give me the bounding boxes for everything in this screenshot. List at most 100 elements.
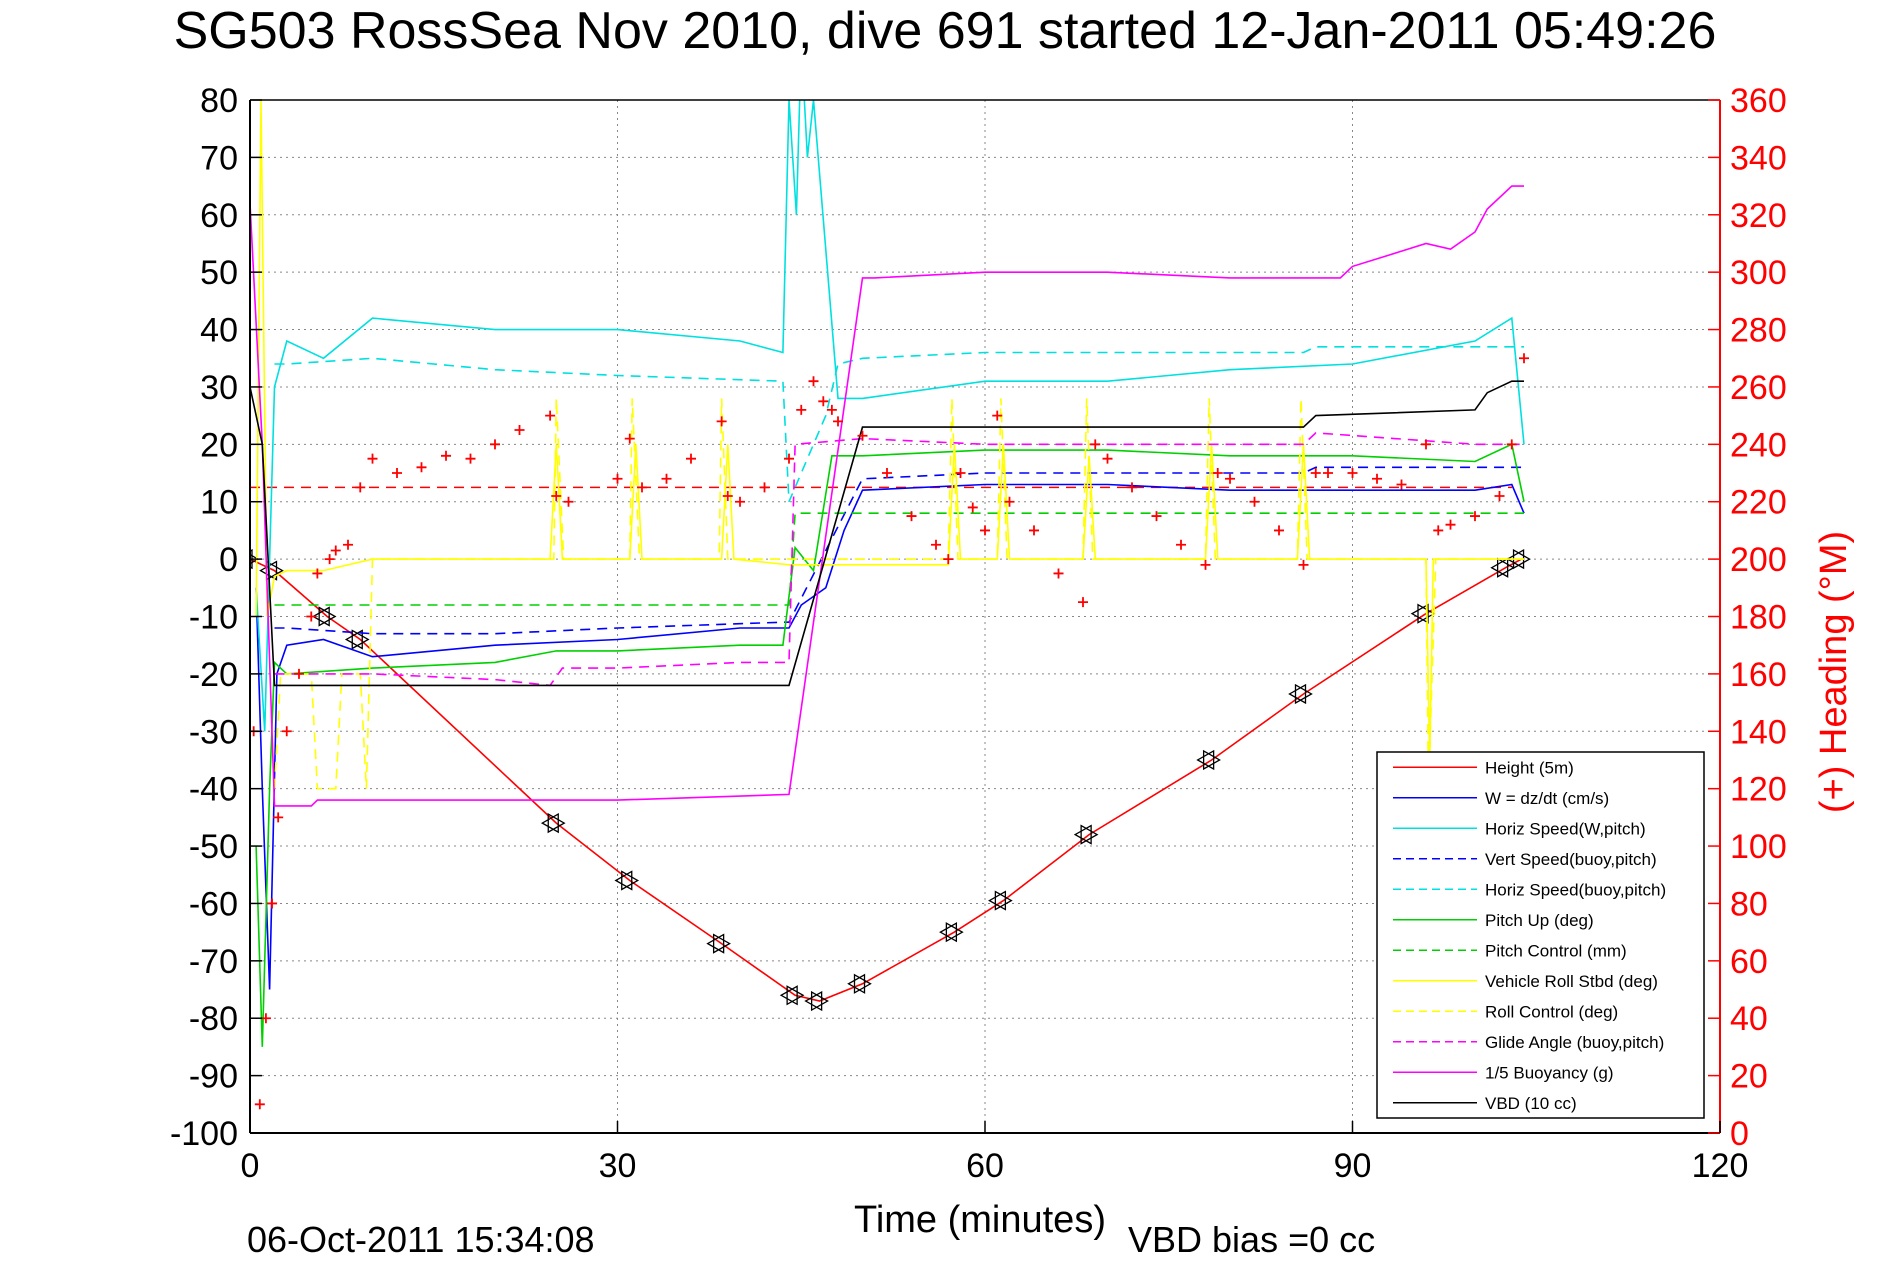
- y-right-tick-label: 160: [1730, 656, 1787, 694]
- height-marker: [614, 870, 633, 891]
- heading-marker: [906, 511, 917, 522]
- heading-marker: [416, 462, 427, 473]
- heading-marker: [784, 453, 794, 464]
- heading-marker: [1004, 496, 1015, 507]
- heading-marker: [980, 525, 990, 536]
- heading-marker: [1298, 559, 1309, 570]
- height-marker: [540, 812, 559, 834]
- height-marker: [779, 985, 798, 1006]
- y-right-tick-label: 340: [1730, 139, 1787, 177]
- y-tick-label: -100: [170, 1115, 238, 1153]
- height-marker: [1080, 824, 1099, 845]
- heading-marker: [1506, 439, 1517, 450]
- heading-marker: [1494, 490, 1505, 501]
- height-marker: [351, 629, 370, 650]
- heading-marker: [1519, 353, 1529, 364]
- height-marker: [988, 890, 1007, 911]
- y-tick-label: 60: [200, 197, 238, 235]
- y-tick-label: 0: [219, 541, 238, 579]
- heading-marker: [1372, 473, 1382, 484]
- height-marker: [621, 870, 640, 891]
- series-layer: [250, 100, 1531, 1110]
- y-tick-label: -10: [189, 599, 238, 637]
- y-tick-label: 80: [200, 82, 238, 120]
- heading-marker: [686, 453, 696, 464]
- y-right-tick-label: 300: [1730, 254, 1787, 292]
- height-marker: [547, 812, 566, 834]
- heading-marker: [1323, 468, 1333, 479]
- y-right-tick-label: 40: [1730, 1000, 1768, 1038]
- heading-marker: [273, 812, 284, 823]
- y-axis-right-ticks: 3603403203002802602402202001801601401201…: [1708, 82, 1787, 1153]
- legend-entry: Horiz Speed(buoy,pitch): [1485, 880, 1666, 899]
- legend-entry: Height (5m): [1485, 758, 1574, 777]
- y-right-tick-label: 140: [1730, 713, 1787, 751]
- y-tick-label: -30: [189, 713, 238, 751]
- legend: Height (5m) W = dz/dt (cm/s) Horiz Speed(W…: [1376, 751, 1705, 1119]
- heading-marker: [818, 396, 829, 407]
- heading-marker: [392, 468, 402, 479]
- x-tick-label: 60: [966, 1147, 1004, 1185]
- y-tick-label: -40: [189, 771, 238, 809]
- heading-marker: [1249, 496, 1260, 507]
- heading-marker: [1053, 568, 1064, 579]
- series-line-0: [250, 558, 1522, 1002]
- heading-marker: [1421, 439, 1431, 450]
- heading-marker: [1347, 468, 1358, 479]
- x-axis-label: Time (minutes): [854, 1199, 1106, 1241]
- height-marker: [1073, 824, 1092, 845]
- heading-marker: [294, 668, 304, 679]
- series-line-9: [274, 432, 1524, 687]
- footer-timestamp: 06-Oct-2011 15:34:08: [247, 1219, 595, 1260]
- heading-marker: [563, 496, 574, 507]
- series-line-4: [274, 345, 1524, 503]
- heading-marker: [514, 424, 525, 435]
- heading-marker: [281, 726, 292, 737]
- y-right-tick-label: 180: [1730, 599, 1787, 637]
- heading-marker: [808, 376, 819, 387]
- heading-marker: [716, 416, 727, 427]
- height-marker: [1196, 749, 1215, 771]
- heading-marker: [324, 554, 335, 565]
- heading-marker: [330, 545, 341, 556]
- y-tick-label: -70: [189, 943, 238, 981]
- x-tick-label: 120: [1692, 1147, 1749, 1185]
- x-tick-label: 90: [1334, 1147, 1372, 1185]
- height-marker: [804, 990, 823, 1012]
- height-marker: [994, 890, 1013, 911]
- heading-marker: [955, 468, 966, 479]
- legend-entry: 1/5 Buoyancy (g): [1485, 1063, 1614, 1082]
- height-marker: [706, 933, 725, 954]
- y-right-tick-label: 0: [1730, 1115, 1749, 1153]
- height-marker: [344, 629, 363, 650]
- heading-marker: [967, 502, 978, 513]
- height-marker: [1294, 683, 1313, 705]
- y-tick-label: -60: [189, 885, 238, 923]
- heading-marker: [661, 473, 672, 484]
- heading-marker: [612, 473, 623, 484]
- series-line-5: [255, 443, 1525, 1047]
- y-tick-label: 10: [200, 484, 238, 522]
- series-line-7: [255, 100, 1524, 761]
- heading-marker: [1029, 525, 1039, 536]
- height-marker: [786, 985, 805, 1006]
- y-tick-label: 30: [200, 369, 238, 407]
- y-right-tick-label: 260: [1730, 369, 1787, 407]
- footer-vbd-bias: VBD bias =0 cc: [1128, 1219, 1375, 1260]
- x-tick-label: 0: [241, 1147, 260, 1185]
- y-axis-right-label: (+) Heading (°M): [1813, 531, 1855, 813]
- y-right-tick-label: 280: [1730, 312, 1787, 350]
- legend-entry: Roll Control (deg): [1485, 1002, 1618, 1021]
- x-tick-label: 30: [599, 1147, 637, 1185]
- y-tick-label: 40: [200, 312, 238, 350]
- series-line-11: [250, 380, 1524, 687]
- height-marker: [1496, 557, 1515, 578]
- legend-entry: VBD (10 cc): [1485, 1094, 1577, 1113]
- heading-marker: [1310, 468, 1321, 479]
- heading-marker: [1445, 519, 1456, 530]
- heading-marker: [796, 404, 807, 415]
- height-marker: [311, 606, 330, 627]
- heading-marker: [343, 539, 353, 550]
- y-tick-label: -20: [189, 656, 238, 694]
- heading-marker: [306, 611, 317, 622]
